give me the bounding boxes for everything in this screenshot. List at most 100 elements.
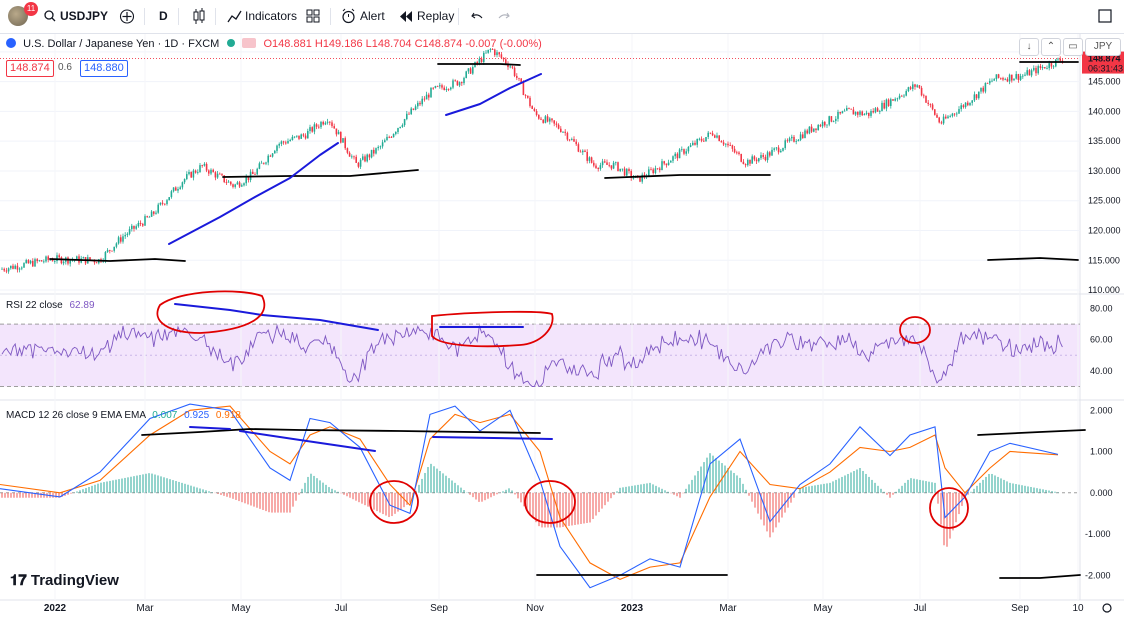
- candle: [511, 66, 514, 68]
- symbol-search-button[interactable]: USDJPY: [60, 9, 109, 23]
- candle: [278, 143, 280, 146]
- macd-histogram-bar: [325, 484, 327, 493]
- settings-gear-icon[interactable]: [1102, 603, 1112, 613]
- candle: [175, 187, 177, 191]
- layouts-icon[interactable]: [306, 0, 320, 33]
- time-tick-label: May: [232, 603, 251, 614]
- indicators-button[interactable]: Indicators: [245, 9, 298, 23]
- replay-button[interactable]: Replay: [417, 9, 455, 23]
- candle: [18, 268, 21, 270]
- candle: [773, 148, 775, 150]
- candle: [49, 259, 52, 261]
- candle: [445, 88, 448, 91]
- macd-histogram-bar: [349, 492, 351, 498]
- candle: [205, 163, 208, 171]
- macd-histogram-bar: [994, 475, 996, 493]
- indicators-icon[interactable]: [227, 0, 242, 33]
- macd-histogram-bar: [613, 492, 615, 495]
- undo-icon[interactable]: [471, 0, 483, 33]
- flag-icon[interactable]: [242, 38, 257, 48]
- macd-histogram-bar: [865, 473, 867, 493]
- macd-histogram-bar: [934, 482, 936, 493]
- macd-histogram-bar: [337, 491, 339, 493]
- macd-histogram-bar: [463, 490, 465, 493]
- candle: [551, 118, 553, 121]
- candle: [223, 175, 225, 183]
- price-tick-label: 125.000: [1088, 196, 1121, 206]
- search-icon[interactable]: [44, 0, 56, 33]
- candle: [628, 169, 630, 172]
- time-tick-label: Nov: [526, 603, 544, 614]
- macd-histogram-bar: [511, 490, 513, 493]
- macd-histogram-bar: [757, 492, 759, 514]
- currency-select[interactable]: JPY: [1085, 38, 1121, 56]
- fullscreen-icon[interactable]: [1098, 0, 1112, 33]
- candle: [491, 49, 494, 50]
- macd-histogram-bar: [28, 492, 30, 498]
- candle: [58, 255, 60, 258]
- macd-histogram-bar: [10, 492, 12, 498]
- macd-histogram-bar: [280, 492, 282, 513]
- candle: [69, 260, 71, 264]
- candle: [557, 124, 560, 129]
- candle: [791, 136, 793, 139]
- macd-histogram-bar: [22, 492, 24, 498]
- macd-histogram-bar: [265, 492, 267, 512]
- rsi-tick-label: 60.00: [1090, 335, 1113, 345]
- candle: [929, 103, 932, 105]
- candle: [1028, 70, 1031, 76]
- macd-histogram-bar: [436, 468, 438, 493]
- candle: [106, 250, 109, 253]
- candle: [531, 106, 533, 109]
- candle: [483, 52, 485, 63]
- alert-icon[interactable]: [341, 0, 356, 33]
- replay-icon[interactable]: [399, 0, 413, 33]
- macd-histogram-bar: [178, 481, 180, 493]
- candle: [1052, 66, 1055, 68]
- candle: [480, 58, 483, 63]
- macd-histogram-bar: [874, 482, 876, 493]
- macd-histogram-bar: [406, 492, 408, 505]
- macd-histogram-bar: [163, 477, 165, 493]
- candle: [709, 132, 712, 134]
- macd-histogram-bar: [559, 492, 561, 528]
- candle: [843, 110, 846, 112]
- macd-histogram-bar: [862, 470, 864, 493]
- interval-button[interactable]: D: [159, 9, 168, 23]
- candle: [329, 121, 331, 123]
- compare-symbol-button[interactable]: [119, 0, 135, 33]
- collapse-icon[interactable]: ⌃: [1041, 38, 1061, 56]
- avatar[interactable]: [8, 6, 28, 26]
- candle: [782, 148, 784, 151]
- candle-type-icon[interactable]: [192, 0, 206, 33]
- macd-histogram-bar: [1048, 490, 1050, 493]
- candle: [318, 126, 320, 128]
- candle: [606, 162, 608, 165]
- redo-icon[interactable]: [498, 0, 510, 33]
- candle: [47, 256, 49, 260]
- macd-histogram-bar: [496, 492, 498, 495]
- arrow-down-icon[interactable]: ↓: [1019, 38, 1039, 56]
- macd-histogram-bar: [7, 492, 9, 498]
- buy-price-button[interactable]: 148.880: [80, 60, 128, 77]
- candle: [304, 135, 307, 139]
- candle: [238, 182, 241, 187]
- candle: [681, 149, 683, 150]
- candle: [153, 211, 155, 214]
- more-icon[interactable]: ▭: [1063, 38, 1083, 56]
- macd-histogram-bar: [502, 491, 504, 493]
- sell-price-button[interactable]: 148.874: [6, 60, 54, 77]
- macd-histogram-bar: [781, 492, 783, 518]
- candle: [256, 168, 258, 175]
- candle: [232, 184, 234, 187]
- macd-histogram-bar: [700, 466, 702, 493]
- macd-histogram-bar: [736, 475, 738, 493]
- alert-button[interactable]: Alert: [360, 9, 385, 23]
- macd-histogram-bar: [82, 489, 84, 493]
- candle: [830, 116, 833, 122]
- ohlc-values: O148.881 H149.186 L148.704 C148.874 -0.0…: [263, 38, 542, 50]
- macd-histogram-bar: [157, 475, 159, 493]
- candle: [282, 141, 285, 143]
- macd-histogram-bar: [205, 490, 207, 493]
